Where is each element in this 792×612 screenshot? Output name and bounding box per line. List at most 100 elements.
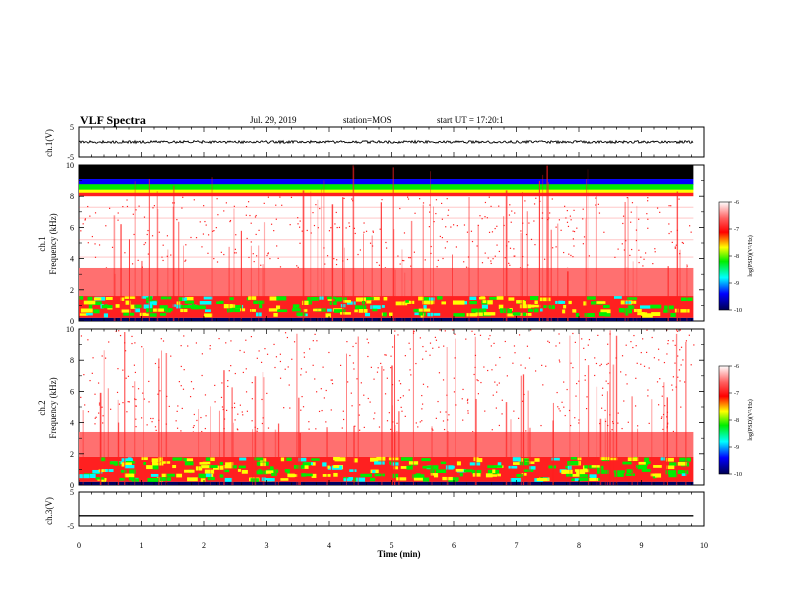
dot <box>512 362 514 364</box>
speckle <box>143 304 153 309</box>
speckle <box>482 300 487 304</box>
dot <box>117 212 119 214</box>
dot <box>443 428 446 431</box>
dot <box>133 233 135 236</box>
speckle <box>178 297 183 302</box>
speckle <box>539 308 543 312</box>
speckle <box>88 304 93 309</box>
speckle <box>229 297 234 301</box>
speckle <box>644 461 651 465</box>
speckle <box>429 297 435 301</box>
speckle <box>418 296 424 301</box>
dot <box>401 259 404 262</box>
speckle <box>256 470 268 475</box>
dot <box>490 260 492 262</box>
dot <box>119 334 122 337</box>
speckle <box>570 457 577 460</box>
speckle <box>483 312 496 316</box>
dot <box>526 345 529 347</box>
dot <box>638 261 640 264</box>
dot <box>438 346 440 348</box>
dot <box>335 211 337 214</box>
dot <box>108 341 110 343</box>
speckle <box>613 470 625 473</box>
dot <box>504 257 506 259</box>
dot <box>617 412 619 414</box>
speckle <box>93 297 102 301</box>
dot <box>626 197 628 199</box>
speckle <box>558 300 563 304</box>
dot <box>584 375 586 377</box>
dot <box>379 228 381 230</box>
dot <box>636 362 638 364</box>
dot <box>358 414 360 416</box>
dot <box>159 390 161 392</box>
dot <box>273 230 275 232</box>
speckle <box>646 313 652 317</box>
dot <box>668 232 670 235</box>
dot <box>597 203 600 205</box>
x-tick-label: 7 <box>515 541 519 550</box>
dot <box>574 341 576 343</box>
speckle <box>160 296 172 300</box>
speckle <box>383 296 388 301</box>
dot <box>396 422 398 424</box>
dot <box>496 225 498 227</box>
speckle <box>519 461 530 466</box>
speckle <box>159 477 172 481</box>
dot <box>535 197 537 199</box>
dot <box>349 354 351 357</box>
dot <box>87 205 89 208</box>
dot <box>508 214 511 216</box>
speckle <box>405 300 409 303</box>
speckle <box>195 466 203 471</box>
speckle <box>681 473 687 476</box>
dot <box>658 359 660 361</box>
speckle <box>422 477 430 482</box>
dot <box>501 399 503 401</box>
dot <box>330 409 332 411</box>
dot <box>346 258 349 261</box>
dot <box>141 346 143 348</box>
dot <box>334 223 336 225</box>
dot <box>235 252 237 254</box>
dot <box>201 353 203 355</box>
dot <box>390 428 392 430</box>
dot <box>234 406 236 409</box>
dot <box>466 400 469 402</box>
dot <box>299 226 301 228</box>
dot <box>84 219 86 221</box>
dot <box>447 419 449 421</box>
dot <box>584 379 586 381</box>
dot <box>214 401 216 403</box>
dot <box>371 245 374 247</box>
speckle <box>575 313 580 318</box>
dot <box>138 205 140 207</box>
speckle <box>219 300 224 304</box>
dot <box>127 401 129 403</box>
dot <box>421 394 423 397</box>
speckle <box>360 473 372 477</box>
dot <box>291 358 293 360</box>
dot <box>660 417 663 420</box>
dot <box>488 338 490 340</box>
dot <box>310 232 312 234</box>
speckle <box>650 473 661 477</box>
dot <box>528 357 531 359</box>
speckle <box>120 297 125 301</box>
speckle <box>680 309 690 313</box>
dot <box>150 417 152 420</box>
dot <box>346 341 348 343</box>
dot <box>270 223 273 225</box>
speckle <box>371 308 378 312</box>
dot <box>672 376 675 378</box>
speckle <box>343 478 353 482</box>
speckle <box>260 458 267 463</box>
dot <box>384 267 387 269</box>
dot <box>255 233 257 236</box>
speckle <box>596 301 606 304</box>
dot <box>94 243 96 245</box>
dot <box>317 227 319 229</box>
speckle <box>124 465 135 469</box>
dot <box>345 227 347 229</box>
